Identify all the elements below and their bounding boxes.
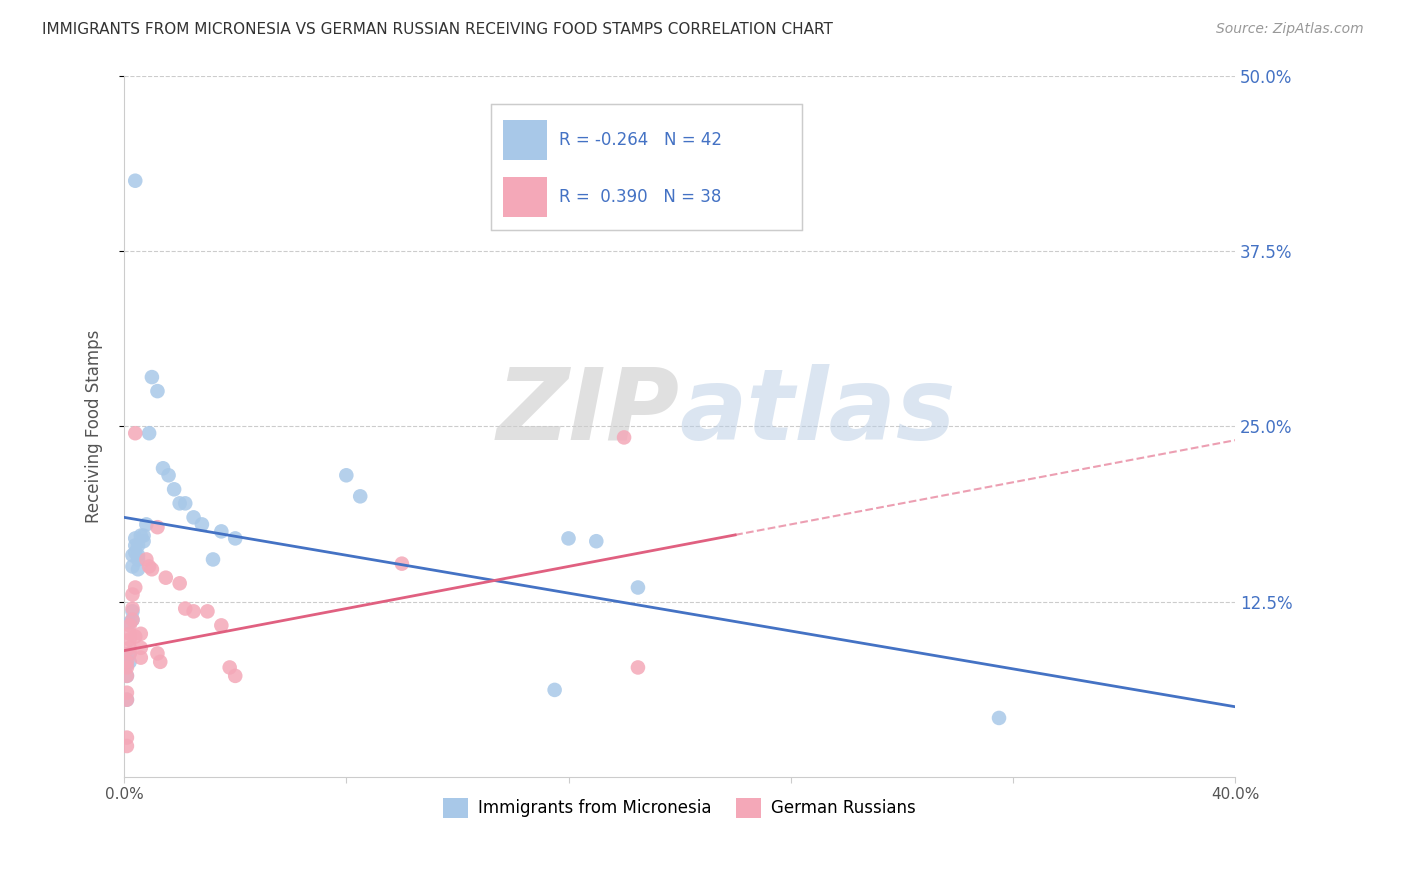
Point	[146, 384, 169, 398]
Point	[115, 686, 138, 700]
Point	[124, 426, 146, 441]
Point	[169, 576, 191, 591]
Point	[129, 627, 152, 641]
Point	[135, 517, 157, 532]
Point	[121, 601, 143, 615]
Point	[124, 630, 146, 644]
Point	[152, 461, 174, 475]
Point	[121, 548, 143, 562]
Point	[118, 627, 141, 641]
Point	[138, 559, 160, 574]
Point	[146, 520, 169, 534]
Point	[124, 545, 146, 559]
Point	[118, 647, 141, 661]
Point	[121, 587, 143, 601]
Point	[115, 739, 138, 753]
Point	[118, 615, 141, 630]
Point	[183, 510, 205, 524]
Point	[121, 613, 143, 627]
Point	[224, 532, 246, 546]
Point	[129, 650, 152, 665]
Point	[127, 562, 149, 576]
Point	[146, 647, 169, 661]
Point	[155, 571, 177, 585]
Point	[124, 174, 146, 188]
Point	[115, 669, 138, 683]
Point	[124, 581, 146, 595]
Point	[209, 618, 232, 632]
Text: IMMIGRANTS FROM MICRONESIA VS GERMAN RUSSIAN RECEIVING FOOD STAMPS CORRELATION C: IMMIGRANTS FROM MICRONESIA VS GERMAN RUS…	[42, 22, 832, 37]
Point	[349, 489, 371, 503]
Point	[118, 640, 141, 655]
Point	[127, 548, 149, 562]
Point	[157, 468, 180, 483]
Point	[127, 552, 149, 566]
Point	[174, 496, 197, 510]
Point	[138, 426, 160, 441]
Point	[132, 528, 155, 542]
Point	[115, 669, 138, 683]
Point	[174, 601, 197, 615]
Point	[391, 557, 413, 571]
Point	[118, 632, 141, 647]
Point	[115, 660, 138, 674]
Point	[121, 604, 143, 618]
Point	[557, 532, 579, 546]
Point	[115, 692, 138, 706]
Point	[121, 559, 143, 574]
Point	[163, 483, 186, 497]
Point	[124, 532, 146, 546]
Y-axis label: Receiving Food Stamps: Receiving Food Stamps	[86, 329, 103, 523]
Text: atlas: atlas	[679, 364, 956, 460]
Point	[218, 660, 240, 674]
Point	[121, 613, 143, 627]
Point	[115, 692, 138, 706]
Point	[132, 534, 155, 549]
Point	[585, 534, 607, 549]
Point	[127, 538, 149, 552]
Text: ZIP: ZIP	[496, 364, 679, 460]
Point	[115, 657, 138, 672]
Point	[202, 552, 225, 566]
Point	[118, 647, 141, 661]
Point	[135, 552, 157, 566]
Point	[627, 660, 650, 674]
Point	[115, 655, 138, 669]
Point	[129, 640, 152, 655]
Text: Source: ZipAtlas.com: Source: ZipAtlas.com	[1216, 22, 1364, 37]
Point	[124, 538, 146, 552]
Point	[988, 711, 1011, 725]
Point	[183, 604, 205, 618]
Point	[169, 496, 191, 510]
Point	[627, 581, 650, 595]
Point	[613, 430, 636, 444]
Point	[197, 604, 219, 618]
Point	[129, 528, 152, 542]
Point	[335, 468, 357, 483]
Point	[209, 524, 232, 539]
Point	[191, 517, 214, 532]
Point	[224, 669, 246, 683]
Point	[115, 731, 138, 745]
Point	[118, 618, 141, 632]
Point	[118, 655, 141, 669]
Legend: Immigrants from Micronesia, German Russians: Immigrants from Micronesia, German Russi…	[436, 791, 922, 824]
Point	[141, 562, 163, 576]
Point	[543, 682, 565, 697]
Point	[141, 370, 163, 384]
Point	[149, 655, 172, 669]
